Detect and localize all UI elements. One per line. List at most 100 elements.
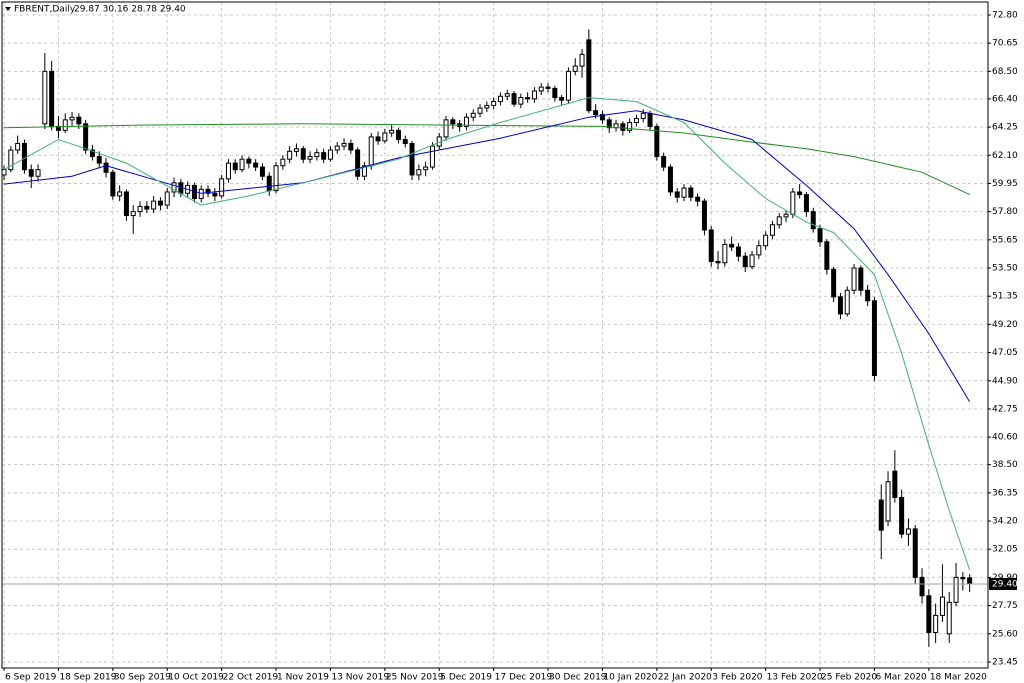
candle-body [1,169,7,176]
candle-body [579,53,585,67]
candle-body [912,528,918,578]
candle-body [117,191,123,197]
grid [2,2,988,668]
candle-body [797,191,803,196]
candle-body [892,470,898,498]
candle-body [565,70,571,101]
x-tick-label: 25 Nov 2019 [386,673,444,683]
x-tick-label: 30 Dec 2019 [549,673,607,683]
candle-body [21,142,27,171]
y-tick-label: 49.20 [992,320,1018,330]
x-tick-label: 5 Dec 2019 [440,673,492,683]
candle-body [967,577,973,585]
candle-body [477,107,483,114]
candle-body [130,211,136,217]
candle-body [497,95,503,103]
candle-body [606,119,612,129]
x-tick-label: 25 Feb 2020 [821,673,877,683]
candle-body [939,596,945,616]
candle-body [640,112,646,120]
x-tick-label: 18 Mar 2020 [930,673,987,683]
candle-body [361,165,367,177]
y-tick-label: 32.05 [992,545,1018,555]
candle-body [729,243,735,248]
candle-body [715,260,721,264]
candle-body [484,104,490,109]
y-tick-label: 47.05 [992,348,1018,358]
candle-body [463,116,469,127]
candle-body [803,194,809,213]
candle-body [300,148,306,160]
candle-body [851,267,857,291]
candle-body [62,119,68,131]
candle-body [293,148,299,152]
candle-body [742,255,748,268]
candle-body [409,142,415,176]
moving-average [3,110,971,402]
candle-body [429,145,435,168]
candle-body [341,142,347,147]
candle-body [946,601,952,635]
x-tick-label: 6 Mar 2020 [875,673,927,683]
candle-body [89,149,95,158]
candle-body [198,188,204,200]
y-tick-label: 42.75 [992,404,1018,414]
candle-body [552,87,558,99]
candle-body [722,243,728,264]
candle-body [844,289,850,315]
candle-body [151,200,157,210]
candle-body [538,86,544,92]
candle-body [661,156,667,168]
candle-body [858,267,864,291]
moving-average [3,123,970,196]
candle-body [219,178,225,197]
candle-body [681,187,687,198]
candle-body [144,205,150,210]
candle-body [327,149,333,160]
y-tick-label: 29.90 [992,573,1018,583]
candle-body [15,142,21,151]
y-tick-label: 68.50 [992,67,1018,77]
y-tick-label: 57.80 [992,207,1018,217]
x-tick-label: 18 Sep 2019 [59,673,116,683]
menu-arrow [5,7,11,11]
candle-body [157,200,163,206]
candle-body [674,191,680,198]
x-tick-label: 6 Sep 2019 [5,673,57,683]
x-tick-label: 3 Feb 2020 [712,673,763,683]
candle-body [49,70,55,127]
candle-body [810,211,816,230]
y-tick-label: 25.60 [992,629,1018,639]
candle-body [470,112,476,118]
moving-average [3,97,971,570]
candle-body [402,139,408,144]
x-tick-label: 1 Nov 2019 [277,673,329,683]
y-tick-label: 38.50 [992,460,1018,470]
candle-body [123,191,129,217]
candle-body [531,90,537,100]
y-tick-label: 70.65 [992,39,1018,49]
candle-body [899,496,905,535]
candle-body [110,171,116,197]
candle-body [776,216,782,226]
candle-body [599,114,605,121]
candle-body [817,228,823,243]
candle-body [545,86,551,89]
candle-body [416,169,422,176]
candle-body [837,296,843,315]
y-tick-label: 66.40 [992,94,1018,104]
candle-body [395,129,401,141]
candle-body [701,200,707,231]
x-tick-label: 10 Oct 2019 [168,673,224,683]
candle-body [824,241,830,270]
candle-body [926,595,932,633]
candle-body [790,191,796,215]
candle-body [865,289,871,302]
x-tick-label: 13 Nov 2019 [331,673,389,683]
candle-body [953,576,959,603]
candle-body [627,121,633,131]
candle-body [164,191,170,206]
y-tick-label: 62.10 [992,151,1018,161]
